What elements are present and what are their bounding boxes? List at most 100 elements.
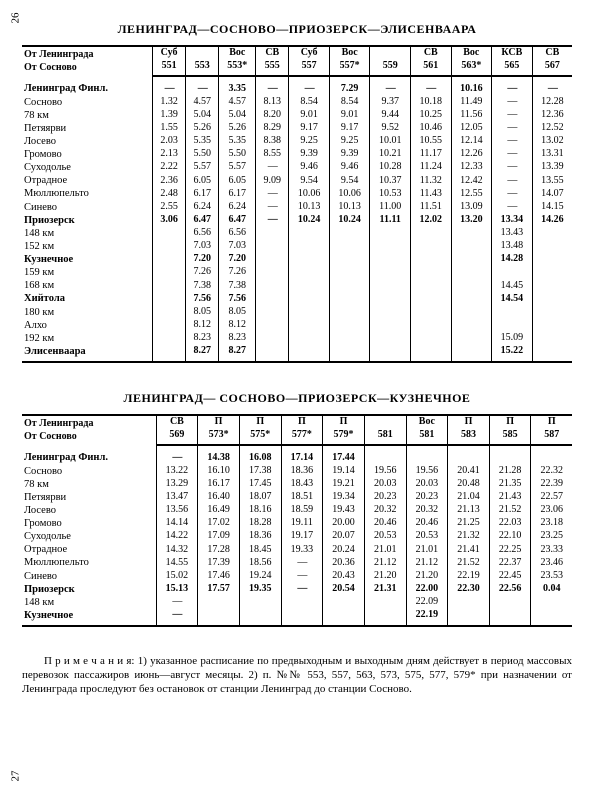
station-name: Сосново xyxy=(22,96,152,109)
train-number: 581 xyxy=(406,429,448,446)
time-cell xyxy=(370,319,411,332)
station-name: Синево xyxy=(22,570,156,583)
time-cell: 13.09 xyxy=(451,201,492,214)
time-cell: 16.17 xyxy=(198,478,240,491)
time-cell: 22.25 xyxy=(489,543,531,556)
time-cell: 2.03 xyxy=(152,135,185,148)
time-cell: 22.39 xyxy=(531,478,572,491)
train-type: СВ xyxy=(532,46,572,60)
time-cell: 21.43 xyxy=(489,491,531,504)
time-cell: 17.02 xyxy=(198,517,240,530)
time-cell: 12.42 xyxy=(451,174,492,187)
time-cell xyxy=(411,292,452,305)
train-number: 583 xyxy=(448,429,490,446)
time-cell xyxy=(329,240,370,253)
station-name: Лосево xyxy=(22,135,152,148)
time-cell: 20.48 xyxy=(448,478,490,491)
time-cell: 15.13 xyxy=(156,583,198,596)
time-cell: 19.17 xyxy=(281,530,323,543)
time-cell: 10.21 xyxy=(370,148,411,161)
time-cell: 6.05 xyxy=(219,174,256,187)
from-label: От ЛенинградаОт Сосново xyxy=(22,46,152,76)
train-type: Суб xyxy=(152,46,185,60)
station-name: 148 км xyxy=(22,227,152,240)
table-row: Ленинград Финл.—14.3816.0817.1417.44 xyxy=(22,445,572,465)
time-cell: 10.25 xyxy=(411,109,452,122)
time-cell xyxy=(329,253,370,266)
time-cell: 8.27 xyxy=(186,345,219,362)
time-cell xyxy=(289,240,330,253)
time-cell: 10.46 xyxy=(411,122,452,135)
table-row: 168 км7.387.3814.45 xyxy=(22,279,572,292)
time-cell xyxy=(532,292,572,305)
time-cell xyxy=(152,279,185,292)
time-cell: 21.41 xyxy=(448,543,490,556)
time-cell: 6.47 xyxy=(219,214,256,227)
time-cell xyxy=(492,306,533,319)
train-number: 553 xyxy=(186,60,219,77)
time-cell xyxy=(451,266,492,279)
time-cell: 9.01 xyxy=(329,109,370,122)
time-cell: 9.17 xyxy=(329,122,370,135)
time-cell xyxy=(532,306,572,319)
time-cell: 10.28 xyxy=(370,161,411,174)
time-cell: 20.36 xyxy=(323,556,365,569)
time-cell: 20.53 xyxy=(406,530,448,543)
table-row: Отрадное14.3217.2818.4519.3320.2421.0121… xyxy=(22,543,572,556)
station-name: Громово xyxy=(22,148,152,161)
station-name: Суходолье xyxy=(22,161,152,174)
time-cell xyxy=(289,227,330,240)
station-name: Отрадное xyxy=(22,543,156,556)
time-cell xyxy=(256,345,289,362)
time-cell: 21.52 xyxy=(448,556,490,569)
time-cell xyxy=(364,596,406,609)
time-cell: 20.46 xyxy=(406,517,448,530)
time-cell xyxy=(532,253,572,266)
time-cell xyxy=(256,279,289,292)
train-number: 555 xyxy=(256,60,289,77)
time-cell: — xyxy=(492,201,533,214)
page-number-bottom: 27 xyxy=(10,771,22,782)
time-cell xyxy=(532,240,572,253)
time-cell: 7.26 xyxy=(186,266,219,279)
table-row: Синево2.556.246.24—10.1310.1311.0011.511… xyxy=(22,201,572,214)
time-cell: 9.44 xyxy=(370,109,411,122)
time-cell: 9.39 xyxy=(289,148,330,161)
time-cell: 19.24 xyxy=(239,570,281,583)
time-cell: 8.12 xyxy=(219,319,256,332)
time-cell xyxy=(451,306,492,319)
time-cell: 20.32 xyxy=(406,504,448,517)
time-cell xyxy=(532,332,572,345)
time-cell: 21.20 xyxy=(364,570,406,583)
time-cell xyxy=(532,227,572,240)
time-cell: 18.51 xyxy=(281,491,323,504)
time-cell: 21.52 xyxy=(489,504,531,517)
time-cell: 21.01 xyxy=(406,543,448,556)
time-cell: 22.57 xyxy=(531,491,572,504)
table-row: Отрадное2.366.056.059.099.549.5410.3711.… xyxy=(22,174,572,187)
time-cell: 8.20 xyxy=(256,109,289,122)
train-type: Вос xyxy=(329,46,370,60)
time-cell xyxy=(448,596,490,609)
time-cell: — xyxy=(256,187,289,200)
time-cell: 20.46 xyxy=(364,517,406,530)
time-cell: 14.14 xyxy=(156,517,198,530)
time-cell xyxy=(370,240,411,253)
time-cell: — xyxy=(492,122,533,135)
time-cell: 22.00 xyxy=(406,583,448,596)
train-type: П xyxy=(448,415,490,429)
train-type: Вос xyxy=(451,46,492,60)
time-cell: — xyxy=(289,76,330,96)
time-cell: 8.13 xyxy=(256,96,289,109)
time-cell xyxy=(451,279,492,292)
station-name: Громово xyxy=(22,517,156,530)
train-type: Вос xyxy=(219,46,256,60)
time-cell xyxy=(281,596,323,609)
time-cell xyxy=(364,445,406,465)
time-cell: 13.34 xyxy=(492,214,533,227)
time-cell: 19.43 xyxy=(323,504,365,517)
time-cell: 10.55 xyxy=(411,135,452,148)
time-cell xyxy=(448,445,490,465)
time-cell: — xyxy=(156,596,198,609)
train-type: Суб xyxy=(289,46,330,60)
